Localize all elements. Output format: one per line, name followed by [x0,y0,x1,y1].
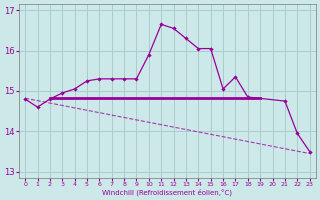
X-axis label: Windchill (Refroidissement éolien,°C): Windchill (Refroidissement éolien,°C) [102,188,232,196]
